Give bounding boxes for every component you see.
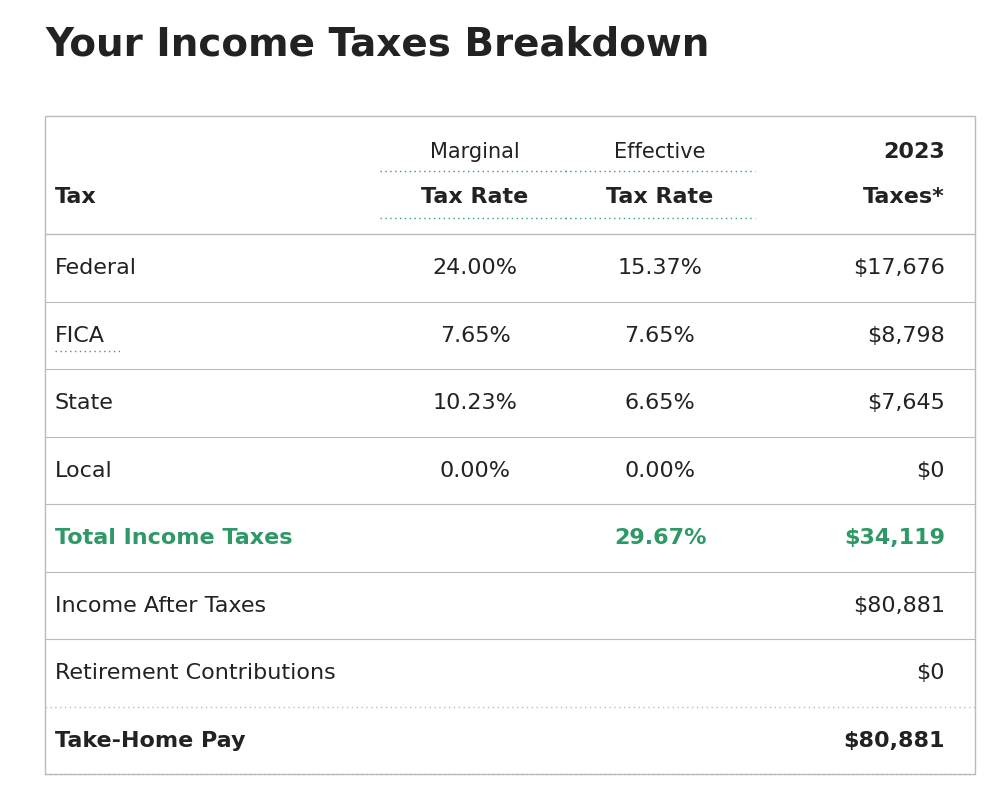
Text: Taxes*: Taxes*: [863, 186, 945, 206]
Text: $0: $0: [916, 461, 945, 481]
Text: $80,881: $80,881: [844, 730, 945, 750]
Text: Marginal: Marginal: [430, 142, 520, 162]
Text: Tax Rate: Tax Rate: [606, 186, 714, 206]
Text: Federal: Federal: [55, 258, 137, 278]
Text: Total Income Taxes: Total Income Taxes: [55, 528, 292, 548]
Text: Your Income Taxes Breakdown: Your Income Taxes Breakdown: [45, 25, 709, 63]
Text: Take-Home Pay: Take-Home Pay: [55, 730, 246, 750]
Text: 6.65%: 6.65%: [625, 393, 695, 413]
Text: Effective: Effective: [614, 142, 706, 162]
Bar: [45, 116, 975, 774]
Text: 29.67%: 29.67%: [614, 528, 706, 548]
Text: State: State: [55, 393, 114, 413]
Text: 0.00%: 0.00%: [440, 461, 511, 481]
Text: Income After Taxes: Income After Taxes: [55, 596, 266, 616]
Text: Retirement Contributions: Retirement Contributions: [55, 663, 336, 683]
Text: 7.65%: 7.65%: [440, 326, 510, 346]
Text: FICA: FICA: [55, 326, 105, 346]
Text: $8,798: $8,798: [867, 326, 945, 346]
Text: $17,676: $17,676: [853, 258, 945, 278]
Text: 10.23%: 10.23%: [433, 393, 517, 413]
Text: Local: Local: [55, 461, 113, 481]
Text: $80,881: $80,881: [853, 596, 945, 616]
Text: $0: $0: [916, 663, 945, 683]
Text: $7,645: $7,645: [867, 393, 945, 413]
Text: 24.00%: 24.00%: [432, 258, 518, 278]
Text: Tax: Tax: [55, 186, 97, 206]
Text: 15.37%: 15.37%: [618, 258, 702, 278]
Text: 7.65%: 7.65%: [625, 326, 695, 346]
Text: 0.00%: 0.00%: [624, 461, 696, 481]
Text: 2023: 2023: [883, 142, 945, 162]
Text: Tax Rate: Tax Rate: [421, 186, 529, 206]
Text: $34,119: $34,119: [844, 528, 945, 548]
